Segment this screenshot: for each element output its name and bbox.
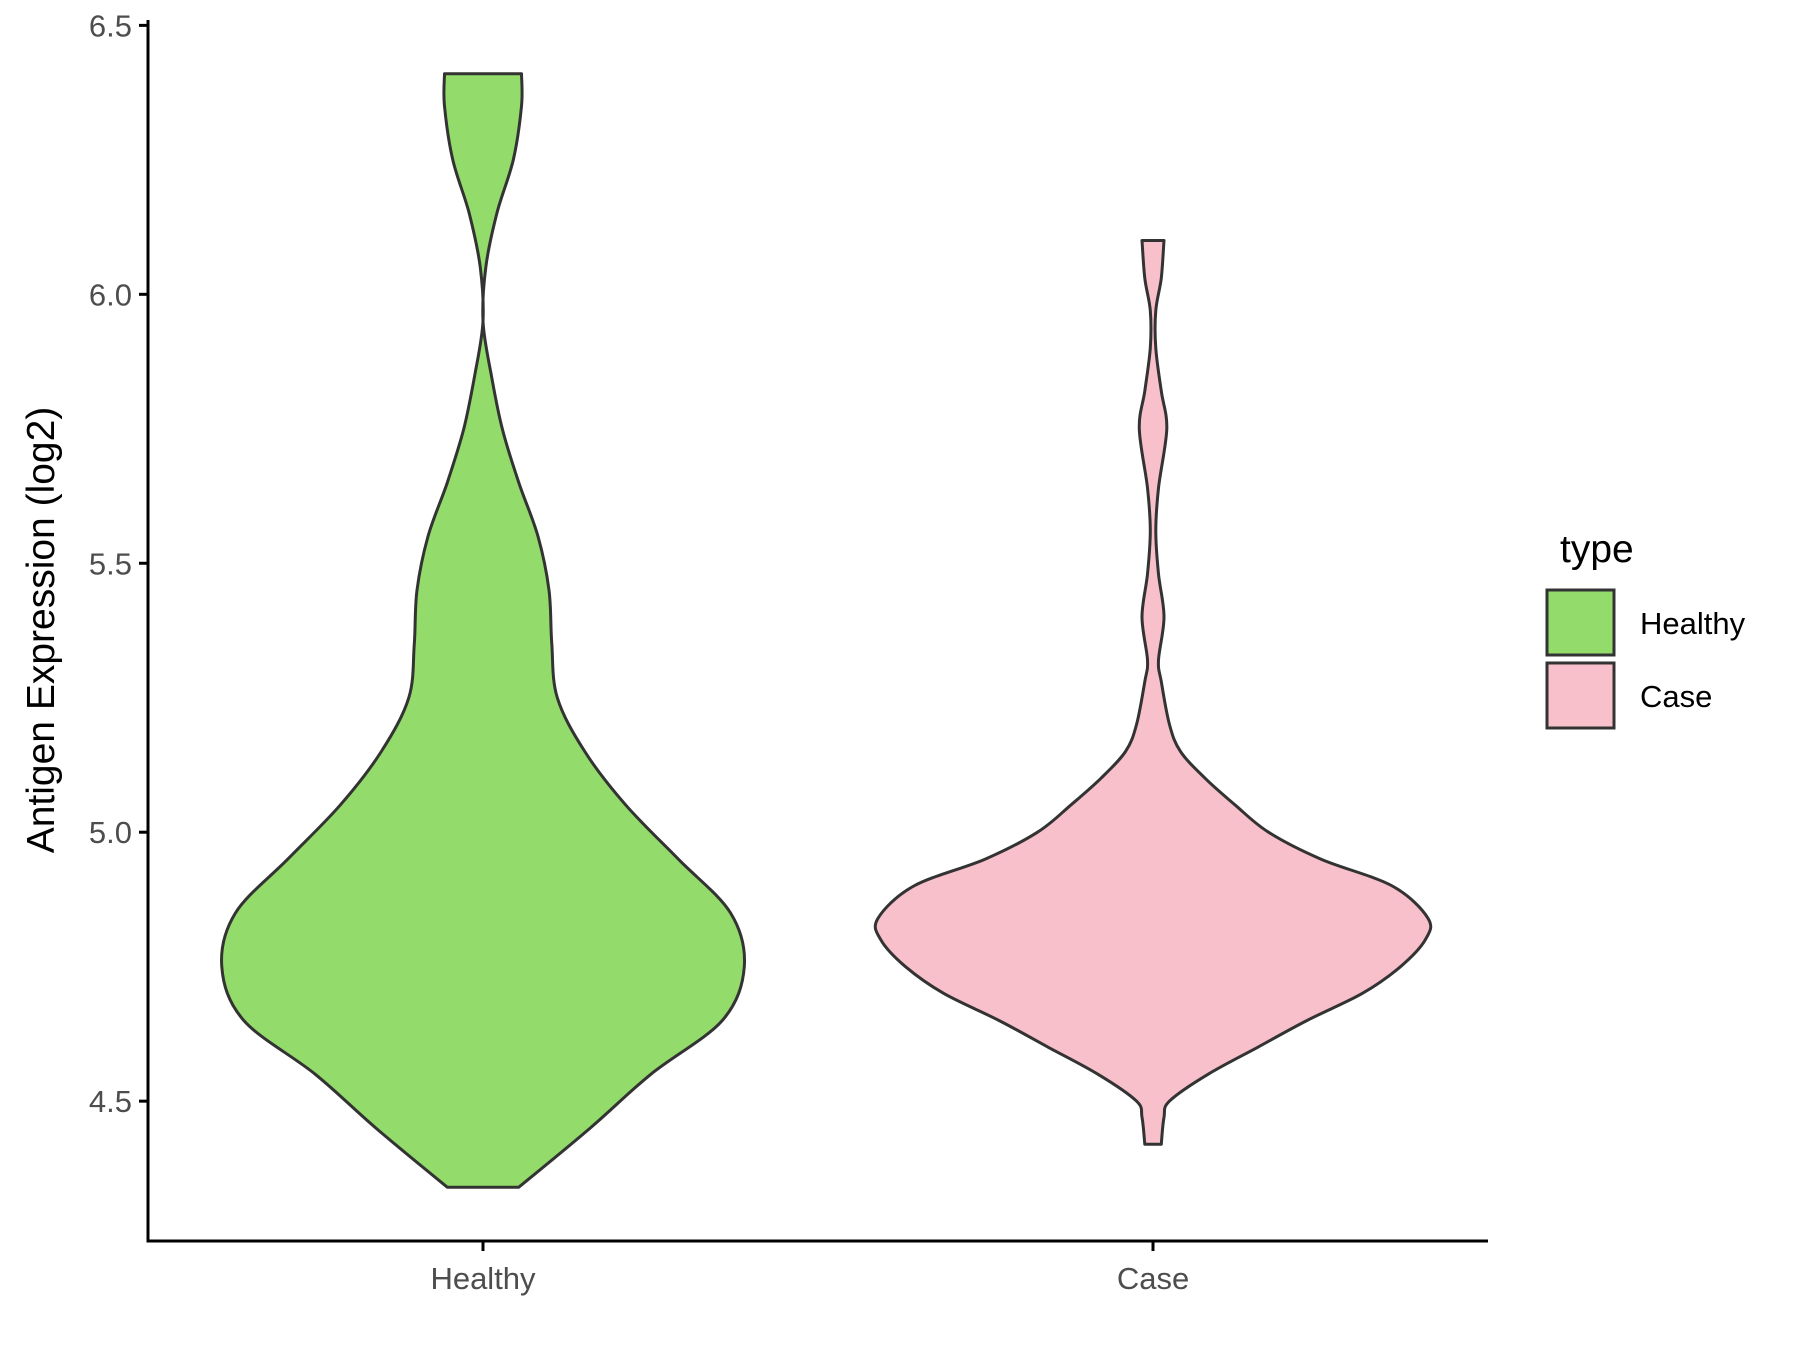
y-axis: 4.5 5.0 5.5 6.0 6.5 xyxy=(89,8,150,1242)
violin-healthy xyxy=(220,72,747,1189)
y-axis-title: Antigen Expression (log2) xyxy=(20,407,63,854)
legend-label: Healthy xyxy=(1640,606,1746,641)
y-ticks: 4.5 5.0 5.5 6.0 6.5 xyxy=(89,8,148,1119)
y-tick-label: 6.0 xyxy=(89,277,132,312)
violins-layer xyxy=(220,72,1433,1189)
violin-case xyxy=(873,239,1433,1146)
legend-label: Case xyxy=(1640,679,1712,714)
y-tick-label: 5.0 xyxy=(89,815,132,850)
y-tick-label: 6.5 xyxy=(89,8,132,43)
legend-swatch xyxy=(1545,588,1616,657)
legend-swatch xyxy=(1545,661,1616,730)
y-tick-label: 4.5 xyxy=(89,1084,132,1119)
legend-entries: Healthy Case xyxy=(1545,588,1746,730)
x-tick-label: Healthy xyxy=(430,1261,536,1296)
x-tick-label: Case xyxy=(1117,1261,1189,1296)
x-ticks: Healthy Case xyxy=(430,1241,1189,1296)
legend: type Healthy Case xyxy=(1545,528,1746,730)
y-tick-label: 5.5 xyxy=(89,546,132,581)
x-axis: Healthy Case xyxy=(146,1239,1488,1296)
legend-title: type xyxy=(1560,528,1634,571)
